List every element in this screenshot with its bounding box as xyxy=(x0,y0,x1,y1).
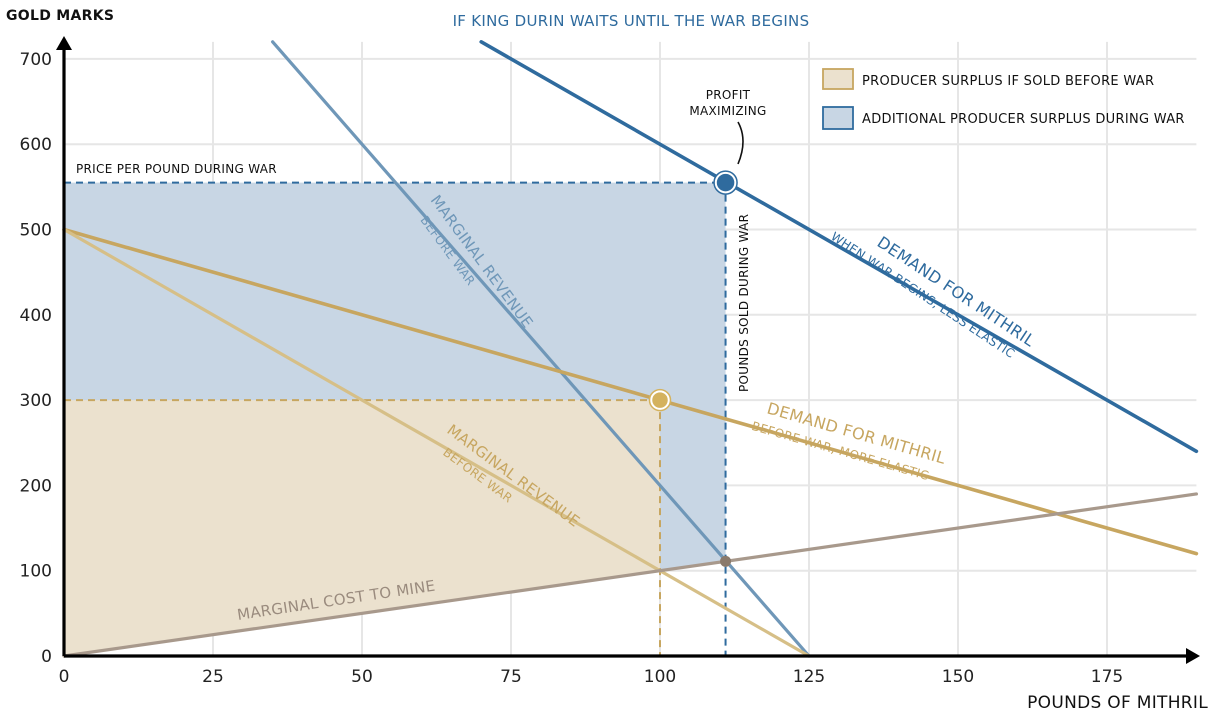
region-ps_during xyxy=(64,182,726,571)
y-tick-label: 100 xyxy=(20,562,52,582)
y-tick-label: 200 xyxy=(20,476,52,496)
x-tick-label: 50 xyxy=(351,667,373,687)
series-marginal_cost xyxy=(62,492,1198,658)
point-ring-before_optimum xyxy=(648,388,672,412)
legend: PRODUCER SURPLUS IF SOLD BEFORE WAR ADDI… xyxy=(822,68,1185,130)
point-mc_mr_war xyxy=(720,555,732,567)
y-axis-title: GOLD MARKS xyxy=(6,8,114,24)
pounds-sold-during-war-label: POUNDS SOLD DURING WAR xyxy=(737,214,751,392)
y-tick-label: 600 xyxy=(20,135,52,155)
series-mr_war xyxy=(271,40,811,658)
series-demand_before xyxy=(62,227,1199,556)
axes xyxy=(56,36,1200,664)
x-axis-title: POUNDS OF MITHRIL xyxy=(1027,693,1208,713)
x-tick-label: 25 xyxy=(202,667,224,687)
y-tick-label: 0 xyxy=(41,647,52,667)
x-tick-label: 125 xyxy=(793,667,825,687)
legend-label-ps-before: PRODUCER SURPLUS IF SOLD BEFORE WAR xyxy=(862,74,1154,89)
profit-maximizing-label-1: PROFIT xyxy=(706,88,751,102)
legend-swatch-ps-during xyxy=(822,106,854,130)
y-tick-label: 400 xyxy=(20,306,52,326)
y-tick-label: 700 xyxy=(20,50,52,70)
demand-war-sublabel: WHEN WAR BEGINS, LESS ELASTIC xyxy=(828,229,1017,361)
chart-title: IF KING DURIN WAITS UNTIL THE WAR BEGINS xyxy=(453,12,810,30)
price-during-war-label: PRICE PER POUND DURING WAR xyxy=(76,162,277,176)
legend-label-ps-during: ADDITIONAL PRODUCER SURPLUS DURING WAR xyxy=(862,112,1185,127)
points xyxy=(648,170,738,567)
y-tick-label: 300 xyxy=(20,391,52,411)
demand-war-label: DEMAND FOR MITHRIL xyxy=(874,232,1039,350)
surplus-regions xyxy=(64,182,726,656)
series-demand_war xyxy=(479,40,1199,454)
x-tick-label: 75 xyxy=(500,667,522,687)
point-ring-war_optimum xyxy=(713,170,738,195)
x-tick-label: 175 xyxy=(1091,667,1123,687)
point-war_optimum xyxy=(714,171,737,194)
region-ps_before xyxy=(64,400,660,656)
series-mr_before xyxy=(62,227,811,658)
point-before_optimum xyxy=(649,389,671,411)
series-lines xyxy=(62,40,1199,658)
x-tick-label: 150 xyxy=(942,667,974,687)
y-axis-arrow xyxy=(56,36,72,50)
x-tick-label: 100 xyxy=(644,667,676,687)
tick-labels: 0 25 50 75 100 125 150 175 0 100 200 300 400 500 600 70… xyxy=(20,50,1124,687)
x-tick-label: 0 xyxy=(59,667,70,687)
profit-maximizing-label-2: MAXIMIZING xyxy=(689,104,766,118)
x-axis-arrow xyxy=(1186,648,1200,664)
y-tick-label: 500 xyxy=(20,221,52,241)
profit-maximizing-pointer xyxy=(737,121,744,165)
legend-swatch-ps-before xyxy=(822,68,854,90)
